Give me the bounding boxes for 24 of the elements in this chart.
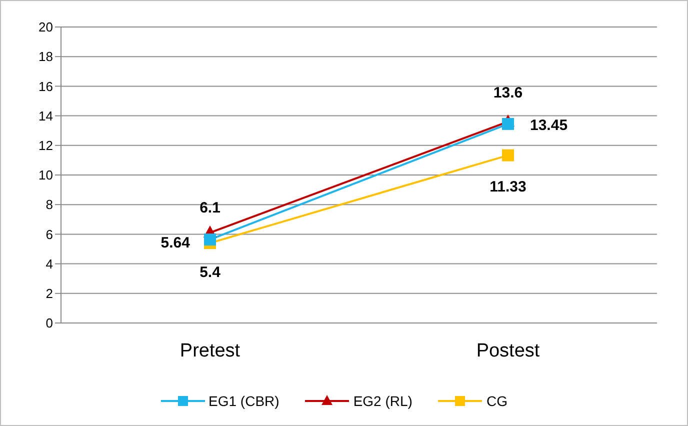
y-tick-label: 12: [38, 138, 53, 154]
y-tick-label: 10: [38, 168, 53, 183]
data-label: 11.33: [490, 178, 526, 196]
data-label: 13.6: [493, 84, 523, 102]
legend-label: EG2 (RL): [352, 393, 412, 409]
y-tick-label: 20: [38, 20, 53, 35]
data-label: 5.64: [160, 234, 191, 252]
x-tick-label: Postest: [476, 340, 540, 362]
y-tick-label: 0: [46, 316, 53, 331]
data-label: 6.1: [200, 200, 220, 217]
data-label: 5.4: [200, 264, 222, 282]
point: [502, 118, 514, 130]
y-tick-label: 16: [38, 78, 53, 94]
data-label: 13.45: [530, 116, 568, 134]
legend-label: CG: [485, 393, 508, 409]
y-tick-label: 2: [46, 286, 53, 302]
y-tick-label: 8: [46, 197, 53, 212]
x-tick-label: Pretest: [180, 340, 241, 362]
legend-label: EG1 (CBR): [208, 393, 280, 409]
y-tick-label: 6: [46, 226, 53, 242]
point: [502, 149, 514, 162]
y-tick-label: 4: [46, 256, 53, 272]
y-tick-label: 18: [38, 49, 53, 64]
y-tick-label: 14: [38, 108, 53, 124]
